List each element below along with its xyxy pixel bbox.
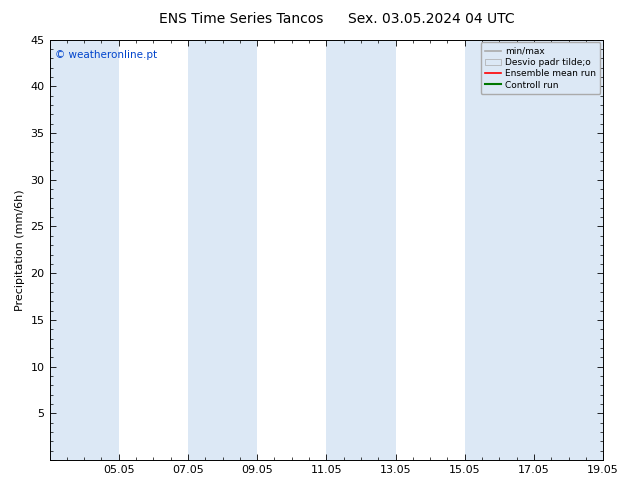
Y-axis label: Precipitation (mm/6h): Precipitation (mm/6h) <box>15 189 25 311</box>
Text: ENS Time Series Tancos: ENS Time Series Tancos <box>158 12 323 26</box>
Bar <box>534 40 603 460</box>
Bar <box>49 40 119 460</box>
Bar <box>327 40 396 460</box>
Bar <box>188 40 257 460</box>
Bar <box>465 40 534 460</box>
Legend: min/max, Desvio padr tilde;o, Ensemble mean run, Controll run: min/max, Desvio padr tilde;o, Ensemble m… <box>481 42 600 94</box>
Text: Sex. 03.05.2024 04 UTC: Sex. 03.05.2024 04 UTC <box>348 12 514 26</box>
Text: © weatheronline.pt: © weatheronline.pt <box>55 50 157 60</box>
